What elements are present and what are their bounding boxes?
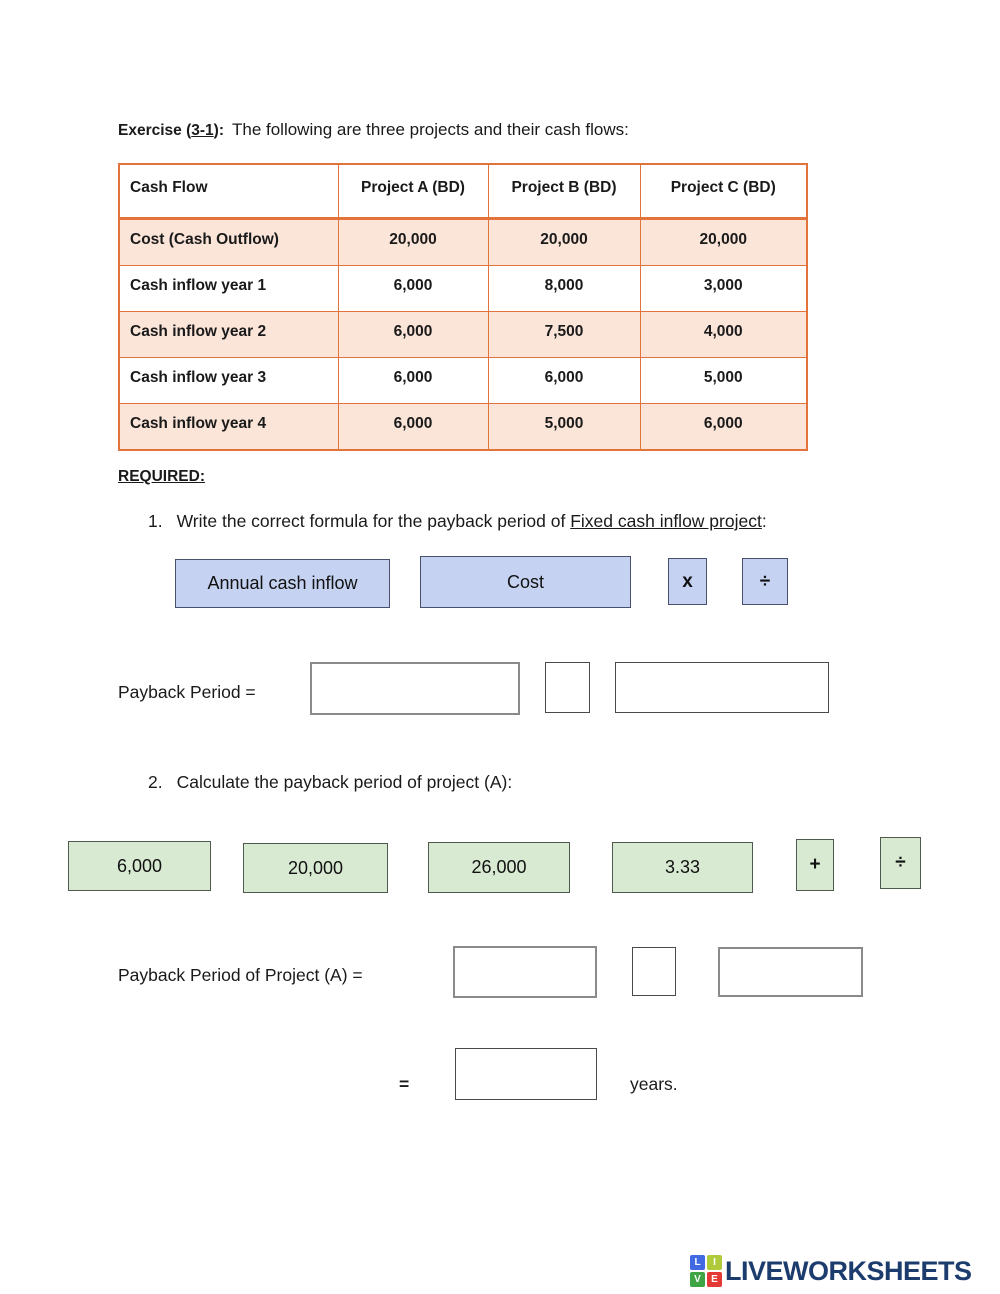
cell-value: 6,000 xyxy=(337,310,489,358)
cell-value: 6,000 xyxy=(337,356,489,404)
column-header-project-b: Project B (BD) xyxy=(487,163,641,220)
cell-value: 20,000 xyxy=(639,217,808,266)
chip-3-33[interactable]: 3.33 xyxy=(612,842,753,893)
logo-letter-e: E xyxy=(707,1272,722,1287)
required-heading: REQUIRED: xyxy=(118,468,205,485)
cash-flow-table: Cash Flow Project A (BD) Project B (BD) … xyxy=(118,163,808,451)
table-row: Cash inflow year 2 6,000 7,500 4,000 xyxy=(118,310,808,358)
logo-letter-l: L xyxy=(690,1255,705,1270)
answer-box-a-operator[interactable] xyxy=(632,947,676,996)
years-label: years. xyxy=(630,1074,678,1094)
row-label: Cash inflow year 4 xyxy=(118,402,339,450)
cell-value: 6,000 xyxy=(487,356,641,404)
chip-6000[interactable]: 6,000 xyxy=(68,841,211,891)
chip-20000[interactable]: 20,000 xyxy=(243,843,388,893)
table-row: Cost (Cash Outflow) 20,000 20,000 20,000 xyxy=(118,217,808,266)
exercise-description: The following are three projects and the… xyxy=(231,120,629,139)
row-label: Cash inflow year 2 xyxy=(118,310,339,358)
cell-value: 3,000 xyxy=(639,264,808,312)
answer-box-a-numerator[interactable] xyxy=(453,946,597,998)
row-label: Cost (Cash Outflow) xyxy=(118,217,339,266)
answer-box-formula-operator[interactable] xyxy=(545,662,590,713)
chip-annual-cash-inflow[interactable]: Annual cash inflow xyxy=(175,559,390,608)
question-1-number: 1. xyxy=(148,511,163,531)
row-label: Cash inflow year 3 xyxy=(118,356,339,404)
cell-value: 20,000 xyxy=(337,217,489,266)
cell-value: 6,000 xyxy=(337,264,489,312)
table-row: Cash inflow year 4 6,000 5,000 6,000 xyxy=(118,402,808,450)
cell-value: 4,000 xyxy=(639,310,808,358)
payback-period-project-a-label: Payback Period of Project (A) = xyxy=(118,965,363,985)
payback-period-label: Payback Period = xyxy=(118,682,256,702)
equals-label: = xyxy=(399,1074,410,1094)
liveworksheets-footer: L I V E LIVEWORKSHEETS xyxy=(690,1255,972,1288)
answer-box-formula-numerator[interactable] xyxy=(310,662,520,715)
chip-divide-2[interactable]: ÷ xyxy=(880,837,921,889)
cell-value: 7,500 xyxy=(487,310,641,358)
table-row: Cash inflow year 1 6,000 8,000 3,000 xyxy=(118,264,808,312)
cell-value: 5,000 xyxy=(487,402,641,450)
table-header-row: Cash Flow Project A (BD) Project B (BD) … xyxy=(118,163,808,220)
column-header-project-c: Project C (BD) xyxy=(639,163,808,220)
cell-value: 8,000 xyxy=(487,264,641,312)
table-row: Cash inflow year 3 6,000 6,000 5,000 xyxy=(118,356,808,404)
cell-value: 5,000 xyxy=(639,356,808,404)
question-1-text: 1. Write the correct formula for the payb… xyxy=(148,511,767,531)
question-2-number: 2. xyxy=(148,772,163,792)
chip-cost[interactable]: Cost xyxy=(420,556,631,608)
liveworksheets-wordmark: LIVEWORKSHEETS xyxy=(725,1256,972,1286)
logo-letter-i: I xyxy=(707,1255,722,1270)
chip-26000[interactable]: 26,000 xyxy=(428,842,570,893)
liveworksheets-logo-icon: L I V E xyxy=(690,1255,723,1288)
row-label: Cash inflow year 1 xyxy=(118,264,339,312)
logo-letter-v: V xyxy=(690,1272,705,1287)
exercise-label: Exercise (3-1): xyxy=(118,122,224,139)
chip-divide[interactable]: ÷ xyxy=(742,558,788,605)
cell-value: 6,000 xyxy=(639,402,808,450)
chip-multiply[interactable]: x xyxy=(668,558,707,605)
column-header-cash-flow: Cash Flow xyxy=(118,163,339,220)
chip-plus[interactable]: + xyxy=(796,839,834,891)
answer-box-a-denominator[interactable] xyxy=(718,947,863,997)
column-header-project-a: Project A (BD) xyxy=(337,163,489,220)
exercise-title: Exercise (3-1): The following are three p… xyxy=(118,120,629,140)
cell-value: 20,000 xyxy=(487,217,641,266)
answer-box-formula-denominator[interactable] xyxy=(615,662,829,713)
answer-box-result[interactable] xyxy=(455,1048,597,1100)
cell-value: 6,000 xyxy=(337,402,489,450)
question-2-text: 2. Calculate the payback period of projec… xyxy=(148,772,513,792)
